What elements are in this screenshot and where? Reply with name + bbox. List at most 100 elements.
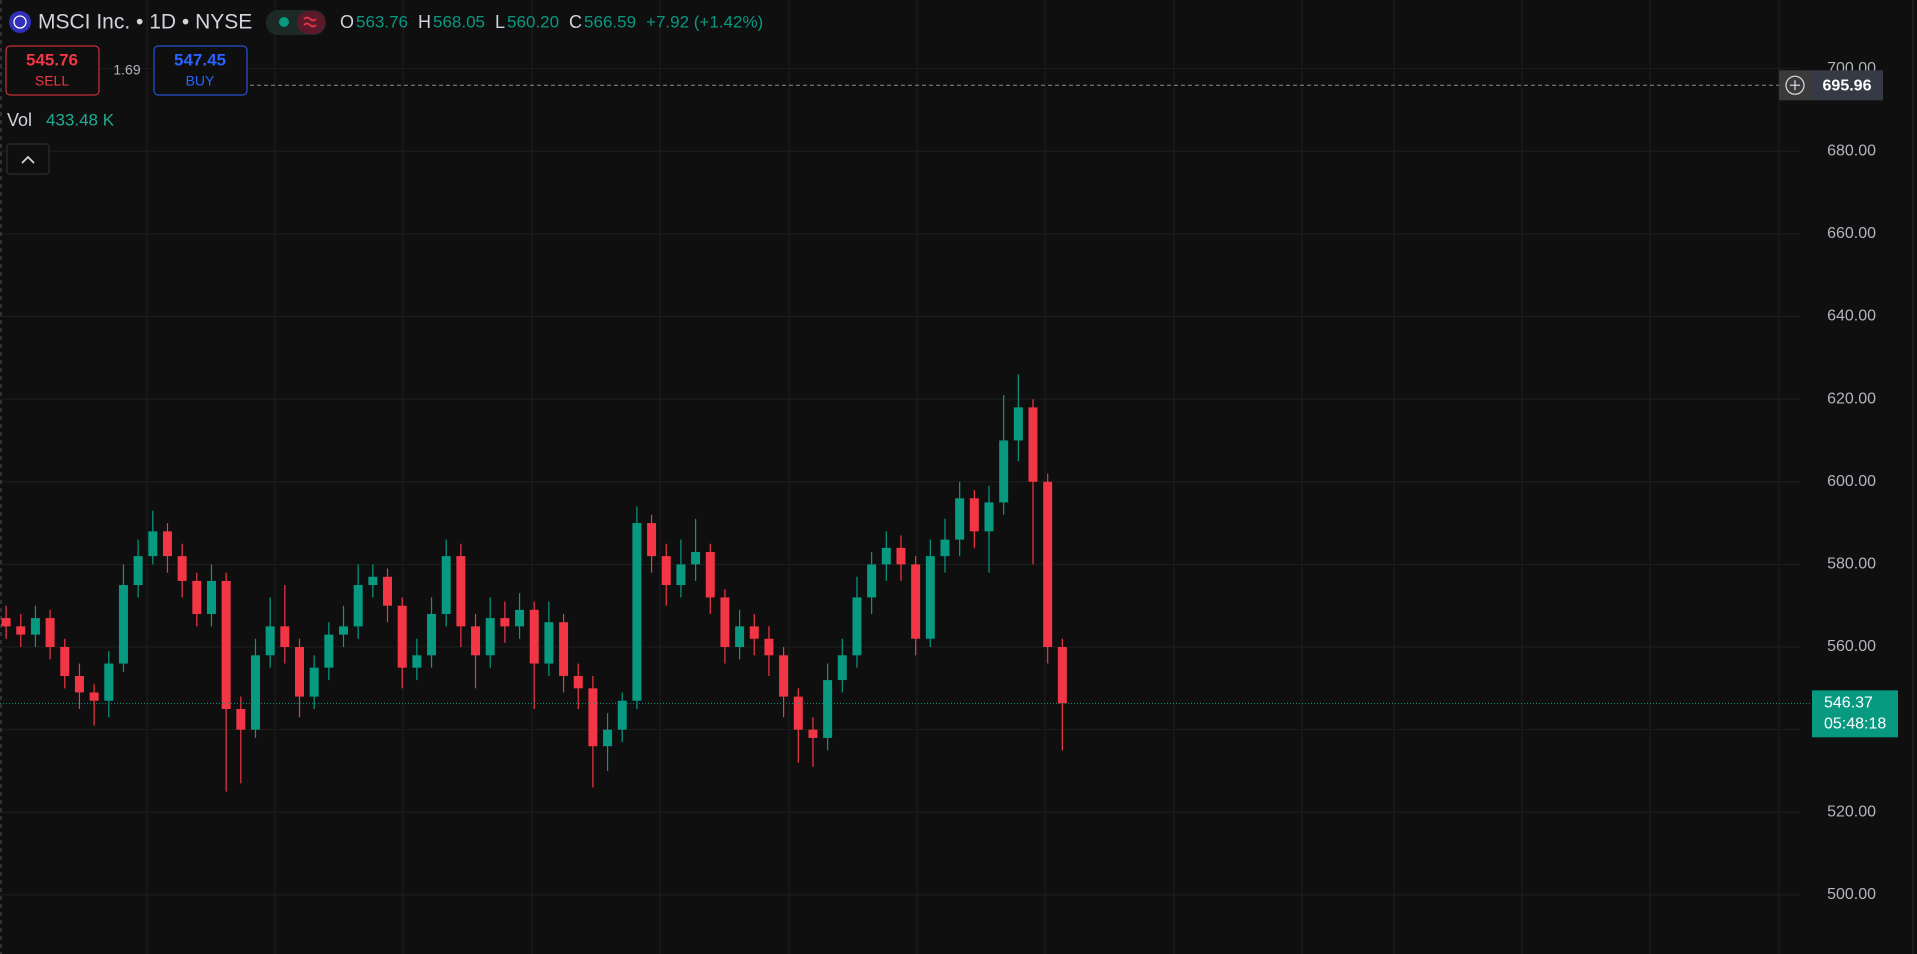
last-price-label: 546.37 <box>1824 695 1873 712</box>
candle-body <box>192 580 202 614</box>
volume-label: Vol <box>7 110 32 130</box>
candle-body <box>969 498 979 532</box>
candle-body <box>339 626 349 635</box>
delayed-badge[interactable] <box>297 11 325 34</box>
candle-body <box>45 618 55 648</box>
ohlc-key: H <box>418 12 431 32</box>
candle-body <box>236 708 246 730</box>
ohlc-value: 566.59 <box>584 12 636 31</box>
candle-body <box>89 692 99 701</box>
candle-body <box>1057 647 1067 704</box>
candle-body <box>559 622 569 676</box>
candle-body <box>867 564 877 598</box>
ohlc-legend: O 563.76 H 568.05 L 560.20 C 566.59 <box>340 12 636 32</box>
candle-body <box>940 539 950 557</box>
candle-body <box>412 655 422 668</box>
sell-label: SELL <box>35 73 69 89</box>
y-tick-label: 660.00 <box>1827 225 1876 242</box>
candle-body <box>60 647 70 676</box>
spread: 1.69 <box>113 62 140 78</box>
collapse-icon <box>21 155 35 164</box>
candle-body <box>823 680 833 738</box>
candle-body <box>676 564 686 586</box>
candle-body <box>471 626 481 656</box>
candle-body <box>955 498 965 540</box>
candle-body <box>661 556 671 586</box>
volume-value: 433.48 K <box>46 110 115 129</box>
candle-body <box>603 729 613 747</box>
candle-body <box>30 618 40 635</box>
candle-body <box>617 700 627 730</box>
candle-body <box>456 556 466 627</box>
collapse-button[interactable] <box>6 143 50 175</box>
ohlc-key: O <box>340 12 354 32</box>
y-tick-label: 500.00 <box>1827 886 1876 903</box>
candle-body <box>749 626 759 639</box>
candle-body <box>999 440 1009 503</box>
candle-body <box>206 580 216 614</box>
candle-body <box>397 605 407 668</box>
candle-body <box>324 634 334 668</box>
last-price-label-bg <box>1812 690 1898 738</box>
y-tick-label: 620.00 <box>1827 390 1876 407</box>
candle-body <box>353 585 363 627</box>
crosshair-label: 695.96 <box>1823 77 1872 94</box>
delayed-icon <box>303 16 317 28</box>
candle-body <box>1043 481 1053 648</box>
candle-body <box>896 547 906 565</box>
candle-body <box>515 609 525 627</box>
candle-body <box>265 626 275 656</box>
candle-body <box>632 523 642 701</box>
candle-body <box>280 626 290 648</box>
crosshair-add-icon <box>1785 75 1805 95</box>
candle-body <box>500 618 510 627</box>
candle-body <box>16 626 26 635</box>
buy-button[interactable] <box>153 45 248 96</box>
candle-body <box>925 556 935 639</box>
candle-body <box>881 547 891 565</box>
y-tick-label: 580.00 <box>1827 556 1876 573</box>
candle-body <box>485 618 495 656</box>
candle-body <box>808 729 818 738</box>
change: +7.92 (+1.42%) <box>646 12 763 31</box>
candle-body <box>441 556 451 614</box>
candle-body <box>779 655 789 697</box>
sell-button[interactable] <box>5 45 100 96</box>
candle-body <box>735 626 745 648</box>
candle-body <box>852 597 862 656</box>
buy-price: 547.45 <box>174 50 226 69</box>
ohlc-value: 563.76 <box>356 12 408 31</box>
candle-body <box>529 609 539 664</box>
candle-body <box>368 576 378 586</box>
buy-label: BUY <box>186 73 215 89</box>
candle-body <box>118 585 128 664</box>
candle-body <box>177 556 187 581</box>
candle-body <box>588 688 598 747</box>
ohlc-value: 560.20 <box>507 12 559 31</box>
candle-body <box>764 638 774 656</box>
candle-body <box>383 576 393 606</box>
candle-body <box>133 556 143 586</box>
y-tick-label: 520.00 <box>1827 804 1876 821</box>
y-tick-label: 680.00 <box>1827 142 1876 159</box>
y-tick-label: 560.00 <box>1827 638 1876 655</box>
symbol[interactable]: MSCI Inc. • 1D • NYSE <box>38 11 252 34</box>
candle-body <box>1013 407 1023 441</box>
y-tick-label: 600.00 <box>1827 473 1876 490</box>
candle-body <box>427 613 437 656</box>
candle-body <box>104 663 114 701</box>
crosshair-label-bg <box>1811 70 1883 101</box>
candle-body <box>911 564 921 639</box>
candle-body <box>573 675 583 689</box>
symbol-icon <box>9 11 31 33</box>
symbol-icon-mark <box>13 15 27 29</box>
candle-body <box>295 647 304 697</box>
candle-body <box>647 523 657 557</box>
candle-body <box>984 502 994 532</box>
candle-body <box>1028 407 1038 482</box>
crosshair-add-plus <box>1790 80 1800 91</box>
candle-body <box>309 667 319 697</box>
candle-body <box>544 622 554 664</box>
